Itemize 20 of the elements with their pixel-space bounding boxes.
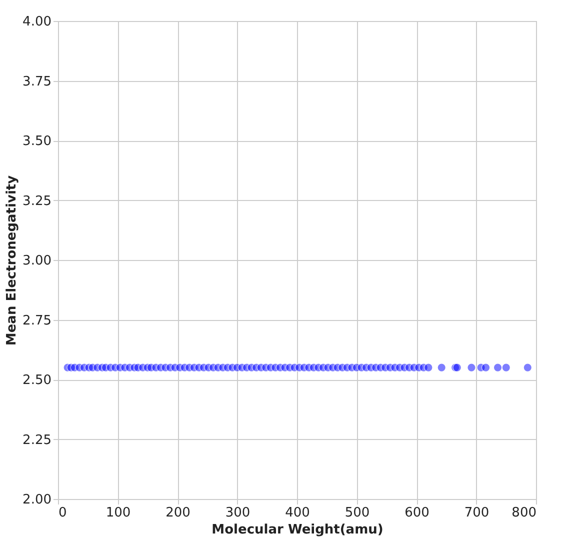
y-tick-label: 3.75 xyxy=(22,74,52,90)
x-tick-label: 100 xyxy=(106,506,131,520)
x-tick-label: 800 xyxy=(512,506,536,520)
x-tick-label: 0 xyxy=(58,506,67,520)
x-tick-label: 600 xyxy=(404,506,430,520)
y-tick-label: 2.50 xyxy=(22,373,52,388)
x-tick-label: 400 xyxy=(285,506,310,520)
y-tick-label: 3.25 xyxy=(22,194,52,209)
x-axis-title: Molecular Weight(amu) xyxy=(212,522,384,538)
x-tick-label: 700 xyxy=(464,506,490,520)
y-axis-title: Mean Electronegativity xyxy=(4,174,20,346)
y-tick-label: 2.00 xyxy=(22,492,52,508)
x-tick-label: 200 xyxy=(166,506,190,520)
y-tick-label: 3.50 xyxy=(22,134,52,149)
x-tick-label: 500 xyxy=(344,506,370,520)
y-tick-label: 3.00 xyxy=(22,254,52,268)
y-tick-label: 2.75 xyxy=(22,313,52,328)
y-tick-label: 2.25 xyxy=(22,432,52,448)
x-tick-label: 300 xyxy=(225,506,250,520)
y-tick-label: 4.00 xyxy=(22,14,52,30)
